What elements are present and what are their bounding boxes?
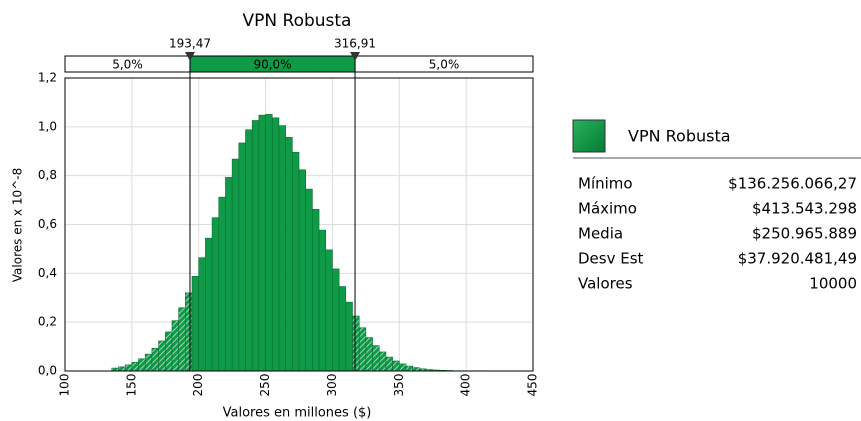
region-label: 5,0%: [112, 58, 143, 72]
x-tick-label: 150: [124, 374, 138, 397]
legend-label: VPN Robusta: [628, 127, 731, 146]
x-tick-label: 450: [526, 374, 540, 397]
bar: [205, 237, 213, 372]
bar: [265, 114, 273, 372]
bar: [245, 129, 253, 372]
delimiter-label: 316,91: [334, 37, 376, 51]
region-label: 90,0%: [253, 58, 291, 72]
bar: [258, 114, 266, 372]
bar: [332, 268, 340, 372]
bar: [292, 151, 300, 372]
bar: [151, 347, 159, 372]
bar: [251, 120, 260, 372]
bar: [285, 137, 293, 372]
bar: [345, 301, 353, 372]
y-axis-label: Valores en x 10^-8: [11, 168, 25, 282]
bar: [191, 275, 200, 372]
bar: [171, 320, 179, 372]
bar: [358, 327, 367, 372]
bar: [238, 142, 246, 372]
stat-value: $413.543.298: [752, 200, 857, 218]
x-tick-label: 200: [191, 374, 205, 397]
bar: [298, 169, 306, 372]
x-tick-label: 350: [392, 374, 406, 397]
bar: [164, 331, 173, 372]
stat-label: Desv Est: [578, 250, 644, 268]
bar: [338, 286, 347, 372]
bar: [225, 177, 233, 372]
stat-label: Media: [578, 225, 623, 243]
bar: [271, 117, 280, 372]
bar: [318, 229, 327, 372]
y-tick-label: 0,4: [38, 266, 57, 280]
bar: [231, 158, 240, 372]
bar: [218, 196, 226, 372]
bar: [372, 345, 380, 372]
x-tick-label: 400: [459, 374, 473, 397]
region-label: 5,0%: [429, 58, 460, 72]
bar: [385, 356, 393, 372]
y-tick-label: 0,8: [38, 168, 57, 182]
delimiter-marker: [350, 52, 361, 61]
bar: [211, 217, 220, 372]
y-tick-label: 0,0: [38, 364, 57, 378]
stat-value: $136.256.066,27: [728, 175, 857, 193]
y-tick-label: 0,6: [38, 217, 57, 231]
bar: [124, 364, 133, 372]
x-axis-label: Valores en millones ($): [223, 406, 372, 421]
stat-label: Valores: [578, 275, 633, 293]
stat-value: $250.965.889: [752, 225, 857, 243]
bar: [118, 366, 126, 372]
bar: [305, 188, 313, 372]
y-tick-label: 1,0: [38, 119, 57, 133]
bar: [325, 249, 333, 372]
bar: [131, 361, 139, 372]
bar: [405, 365, 413, 372]
y-tick-label: 1,2: [38, 71, 57, 85]
bar: [398, 363, 407, 372]
y-tick-label: 0,2: [38, 315, 57, 329]
x-tick-label: 100: [58, 374, 72, 397]
bar: [378, 351, 387, 372]
stat-label: Mínimo: [578, 175, 633, 193]
stat-label: Máximo: [578, 200, 637, 218]
bar: [365, 337, 373, 372]
stat-value: 10000: [809, 275, 857, 293]
delimiter-label: 193,47: [169, 37, 211, 51]
bar: [178, 307, 186, 372]
legend-swatch: [572, 119, 606, 153]
bar: [185, 292, 193, 372]
stat-value: $37.920.481,49: [738, 250, 857, 268]
bar: [198, 257, 206, 372]
bar: [352, 315, 360, 372]
bar: [138, 358, 146, 372]
bar: [312, 209, 320, 372]
plot-frame: [64, 77, 534, 372]
bar: [412, 367, 420, 372]
x-tick-label: 300: [325, 374, 339, 397]
bar: [392, 360, 400, 372]
delimiter-marker: [184, 52, 195, 61]
chart-title: VPN Robusta: [243, 11, 352, 31]
x-tick-label: 250: [258, 374, 272, 397]
bar: [158, 340, 166, 372]
bar: [278, 125, 286, 372]
bar: [144, 353, 153, 372]
